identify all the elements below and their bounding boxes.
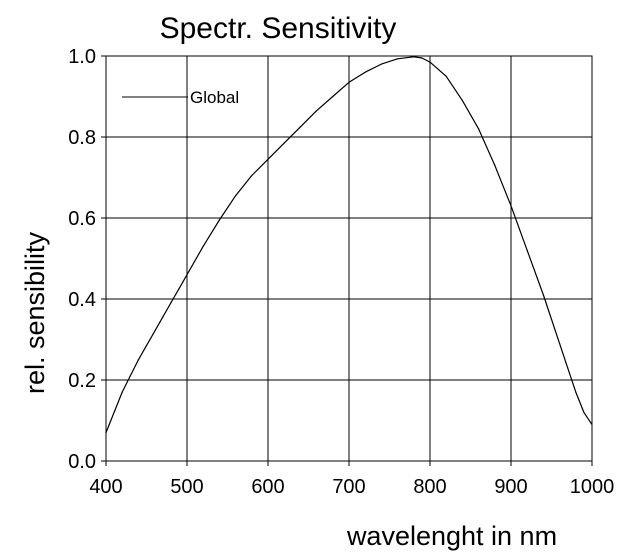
data-point-global-11 xyxy=(202,245,204,247)
legend: Global xyxy=(122,88,239,107)
data-point-global-29 xyxy=(478,128,480,130)
y-axis-label: rel. sensibility xyxy=(20,231,50,394)
data-point-global-35 xyxy=(567,367,569,369)
data-point-global-22 xyxy=(380,63,382,65)
y-tick-label-0.6: 0.6 xyxy=(68,208,96,230)
data-point-global-38 xyxy=(591,423,593,426)
data-point-global-16 xyxy=(283,142,285,144)
data-point-global-18 xyxy=(316,110,318,112)
data-point-global-36 xyxy=(575,391,577,393)
data-point-global-6 xyxy=(154,330,156,332)
grid xyxy=(101,55,593,466)
data-point-global-33 xyxy=(542,294,545,296)
data-point-global-21 xyxy=(364,71,366,73)
data-point-global-23 xyxy=(397,58,399,60)
data-point-global-15 xyxy=(267,158,269,160)
data-point-global-4 xyxy=(137,359,139,361)
x-tick-label-500: 500 xyxy=(170,476,203,498)
data-point-global-19 xyxy=(332,95,334,98)
data-point-global-28 xyxy=(461,99,463,102)
data-point-global-20 xyxy=(348,81,350,83)
y-tick-label-0.8: 0.8 xyxy=(68,127,96,149)
x-tick-label-900: 900 xyxy=(494,476,527,498)
x-tick-label-400: 400 xyxy=(89,476,122,498)
chart-title: Spectr. Sensitivity xyxy=(160,12,397,45)
data-point-global-31 xyxy=(510,205,512,207)
y-tick-label-1.0: 1.0 xyxy=(68,46,96,68)
data-point-global-9 xyxy=(178,288,180,290)
data-point-global-27 xyxy=(445,75,447,77)
x-tick-label-800: 800 xyxy=(413,476,446,498)
data-point-global-25 xyxy=(421,57,423,59)
data-point-global-30 xyxy=(494,164,496,166)
data-point-global-10 xyxy=(186,274,188,276)
data-point-global-12 xyxy=(218,219,220,221)
x-tick-label-1000: 1000 xyxy=(570,476,615,498)
data-point-global-3 xyxy=(129,375,131,377)
tick-labels: 400 500 600 700 800 900 1000 0.0 0.2 0.4 0.6 0.8 1.0 xyxy=(68,46,614,498)
x-tick-label-700: 700 xyxy=(332,476,365,498)
x-tick-label-600: 600 xyxy=(251,476,284,498)
data-point-global-24 xyxy=(413,56,415,58)
legend-label-global: Global xyxy=(190,88,239,107)
plot-frame xyxy=(105,55,593,462)
y-tick-label-0.4: 0.4 xyxy=(68,289,96,311)
data-point-global-5 xyxy=(145,344,148,347)
x-axis-label: wavelenght in nm xyxy=(346,521,557,551)
axes xyxy=(105,55,593,462)
data-point-global-8 xyxy=(170,302,172,304)
data-point-global-2 xyxy=(121,391,123,393)
data-point-global-1 xyxy=(113,411,115,413)
y-tick-label-0.2: 0.2 xyxy=(68,370,96,392)
data-point-global-14 xyxy=(251,174,253,177)
data-point-global-17 xyxy=(299,126,301,128)
data-point-global-32 xyxy=(526,249,528,251)
data-point-global-26 xyxy=(429,61,431,63)
data-point-global-13 xyxy=(235,195,237,197)
series-layer xyxy=(105,56,593,434)
data-point-global-0 xyxy=(105,432,107,434)
data-point-global-7 xyxy=(162,316,164,318)
data-point-global-37 xyxy=(583,411,585,413)
data-point-global-34 xyxy=(559,342,561,345)
y-tick-label-0.0: 0.0 xyxy=(68,451,96,473)
